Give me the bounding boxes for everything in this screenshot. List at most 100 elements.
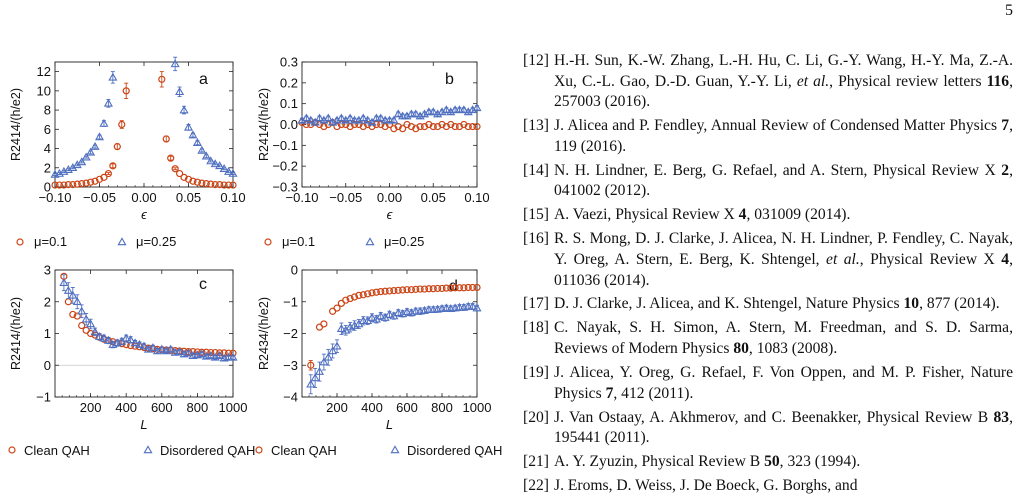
data-point [447, 120, 455, 129]
data-point [389, 115, 399, 124]
x-tick-label: 200 [80, 400, 102, 415]
data-point [473, 283, 481, 292]
data-point [468, 301, 478, 310]
reference-number: [18] [523, 319, 549, 337]
legend-circle-marker [255, 446, 263, 454]
legend-circle-marker [16, 238, 24, 246]
reference-number: [17] [523, 295, 549, 313]
error-bar [173, 167, 178, 171]
data-point [463, 301, 473, 310]
data-point [103, 335, 113, 344]
data-point [323, 113, 333, 122]
data-point [350, 293, 359, 301]
figure-svg: −0.10 −0.05 0.00 0.05 0.10024681012ϵR2414/(h… [8, 55, 502, 458]
data-point [381, 287, 389, 295]
data-point [460, 120, 468, 129]
x-tick-label: 800 [187, 400, 209, 415]
x-tick-label: −0.05 [329, 190, 362, 205]
error-bar [124, 82, 129, 99]
legend-top: μ=0.1 μ=0.25 μ=0.1 μ=0.25 [16, 234, 424, 249]
data-point [193, 178, 201, 186]
figure-panels: −0.10 −0.05 0.00 0.05 0.10 0 2 4 6 8 10 12 ϵ R2414/(h… [0, 0, 505, 490]
data-point [183, 348, 194, 357]
data-point [403, 120, 411, 129]
data-point [175, 347, 185, 356]
y-tick-label: −4 [283, 390, 298, 405]
reference-number: [12] [523, 52, 549, 69]
data-point [349, 115, 360, 124]
data-point [81, 152, 91, 161]
data-point [434, 284, 442, 293]
x-tick-label: −0.10 [39, 190, 72, 205]
data-point [464, 122, 472, 131]
x-tick-label: 400 [361, 400, 383, 415]
data-point [438, 120, 446, 129]
data-point [368, 289, 376, 297]
x-axis-label: ϵ [387, 207, 393, 222]
data-point [412, 285, 420, 293]
reference-item: [19] J. Alicea, Y. Oreg, G. Refael, F. Vo… [518, 363, 1013, 404]
x-tick-label: 400 [115, 400, 137, 415]
reference-text: , 412 (2011). [613, 384, 694, 402]
data-point [333, 304, 341, 312]
reference-text: , Physical review letters [829, 72, 987, 90]
data-point [77, 157, 87, 166]
data-point [175, 87, 185, 96]
x-axis-label: L [386, 417, 393, 432]
x-tick-label: 0.10 [464, 190, 489, 205]
reference-list: [12] H.-H. Sun, K.-W. Zhang, L.-H. Hu, C.… [518, 51, 1013, 500]
data-point [228, 352, 238, 361]
panel-letter: c [199, 276, 207, 293]
reference-item: [18] C. Nayak, S. H. Simon, A. Stern, M. … [518, 318, 1013, 359]
data-point [380, 115, 390, 124]
data-point [336, 113, 346, 122]
data-point [429, 122, 437, 131]
data-point [220, 181, 228, 189]
data-point [328, 346, 338, 355]
data-point [210, 159, 220, 168]
y-tick-label: −0.2 [272, 159, 298, 174]
reference-item: [14] N. H. Lindner, E. Berg, G. Refael, a… [518, 161, 1013, 202]
reference-text: et al. [796, 72, 830, 90]
reference-number: [15] [523, 206, 549, 224]
data-point [224, 181, 233, 189]
data-point [86, 329, 95, 338]
data-point [99, 333, 109, 342]
legend-text: Disordered QAH [407, 443, 502, 458]
data-point [429, 285, 437, 293]
y-tick-label: 0 [44, 358, 51, 373]
legend-text: μ=0.25 [136, 234, 176, 249]
data-point [109, 162, 117, 170]
data-point [103, 98, 113, 107]
x-tick-label: 1000 [219, 400, 248, 415]
data-point [59, 277, 69, 286]
reference-text: , 877 (2014). [919, 295, 1000, 313]
data-point [346, 294, 354, 303]
data-point [384, 309, 395, 318]
data-point [310, 117, 320, 126]
reference-number: [19] [523, 364, 549, 382]
data-point [323, 352, 333, 361]
reference-item: [17] D. J. Clarke, J. Alicea, and K. Shte… [518, 294, 1013, 315]
y-tick-label: −3 [283, 358, 298, 373]
y-tick-label: 0 [44, 180, 51, 195]
data-point [206, 351, 216, 359]
data-point [451, 284, 459, 292]
data-point [393, 308, 403, 317]
data-point [113, 143, 121, 151]
data-point [301, 113, 311, 122]
data-point [363, 115, 373, 124]
y-tick-label: −0.3 [272, 180, 298, 195]
series-circle [60, 272, 237, 357]
x-tick-label: 0.00 [377, 190, 402, 205]
data-point [216, 180, 224, 189]
data-point [81, 314, 91, 323]
reference-text: D. J. Clarke, J. Alicea, and K. Shtengel… [554, 295, 904, 313]
data-point [394, 286, 402, 294]
reference-text: et al. [826, 250, 860, 268]
data-point [412, 125, 420, 133]
data-point [345, 113, 355, 122]
data-point [189, 177, 197, 185]
data-point [402, 307, 412, 316]
